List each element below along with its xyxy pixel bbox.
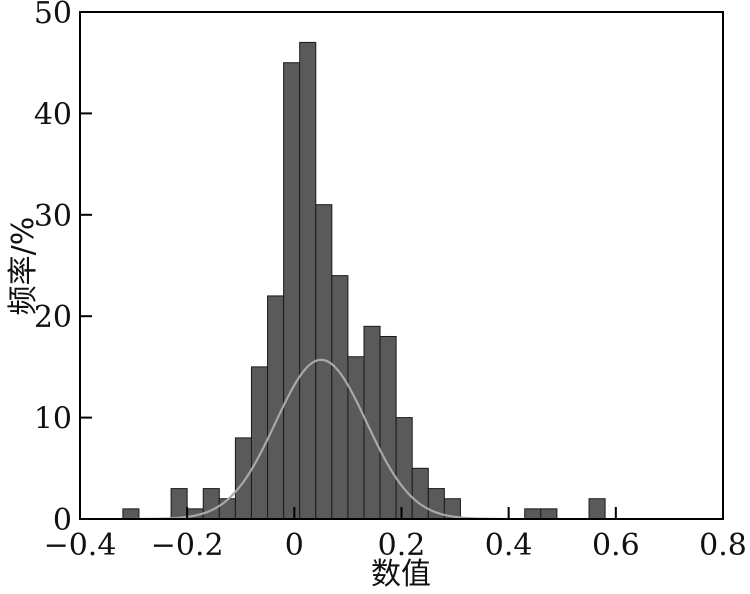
histogram-bar [588, 498, 606, 520]
x-tick-label: 0.6 [592, 528, 640, 563]
histogram-bar [395, 417, 413, 520]
histogram-bar [540, 508, 558, 520]
histogram-bar [122, 508, 140, 520]
x-tick-label: 0.2 [378, 528, 426, 563]
histogram-bar [411, 467, 429, 520]
histogram-bar [331, 275, 349, 520]
y-tick-label: 20 [34, 300, 72, 335]
histogram-bar [524, 508, 542, 520]
histogram-bar [202, 488, 220, 520]
histogram-bar [283, 62, 301, 520]
tick-labels-group: −0.4 −0.2 0 0.2 0.4 0.6 0.8 0 10 20 30 40 50 [34, 0, 747, 563]
x-tick-label: 0.8 [699, 528, 747, 563]
x-tick-label: 0.4 [485, 528, 533, 563]
histogram-bar [347, 356, 365, 520]
x-tick-label: −0.4 [44, 528, 117, 563]
x-axis-title: 数值 [371, 557, 431, 592]
x-tick-label: −0.2 [151, 528, 224, 563]
x-tick-label: 0 [285, 528, 304, 563]
ticks-group [79, 11, 724, 520]
histogram-bar [299, 41, 317, 520]
histogram-bar [379, 335, 397, 520]
y-tick-label: 0 [53, 503, 72, 538]
y-tick-label: 30 [34, 199, 72, 234]
y-tick-label: 10 [34, 402, 72, 437]
y-tick-label: 40 [34, 97, 72, 132]
normal-fit-curve [133, 358, 498, 521]
histogram-bar [170, 488, 188, 520]
histogram-bar [234, 437, 252, 520]
histogram-bar [218, 498, 236, 520]
histogram-bar [267, 295, 285, 520]
y-axis-title: 频率/% [6, 217, 41, 316]
bars-group [122, 41, 606, 520]
y-tick-label: 50 [34, 0, 72, 31]
